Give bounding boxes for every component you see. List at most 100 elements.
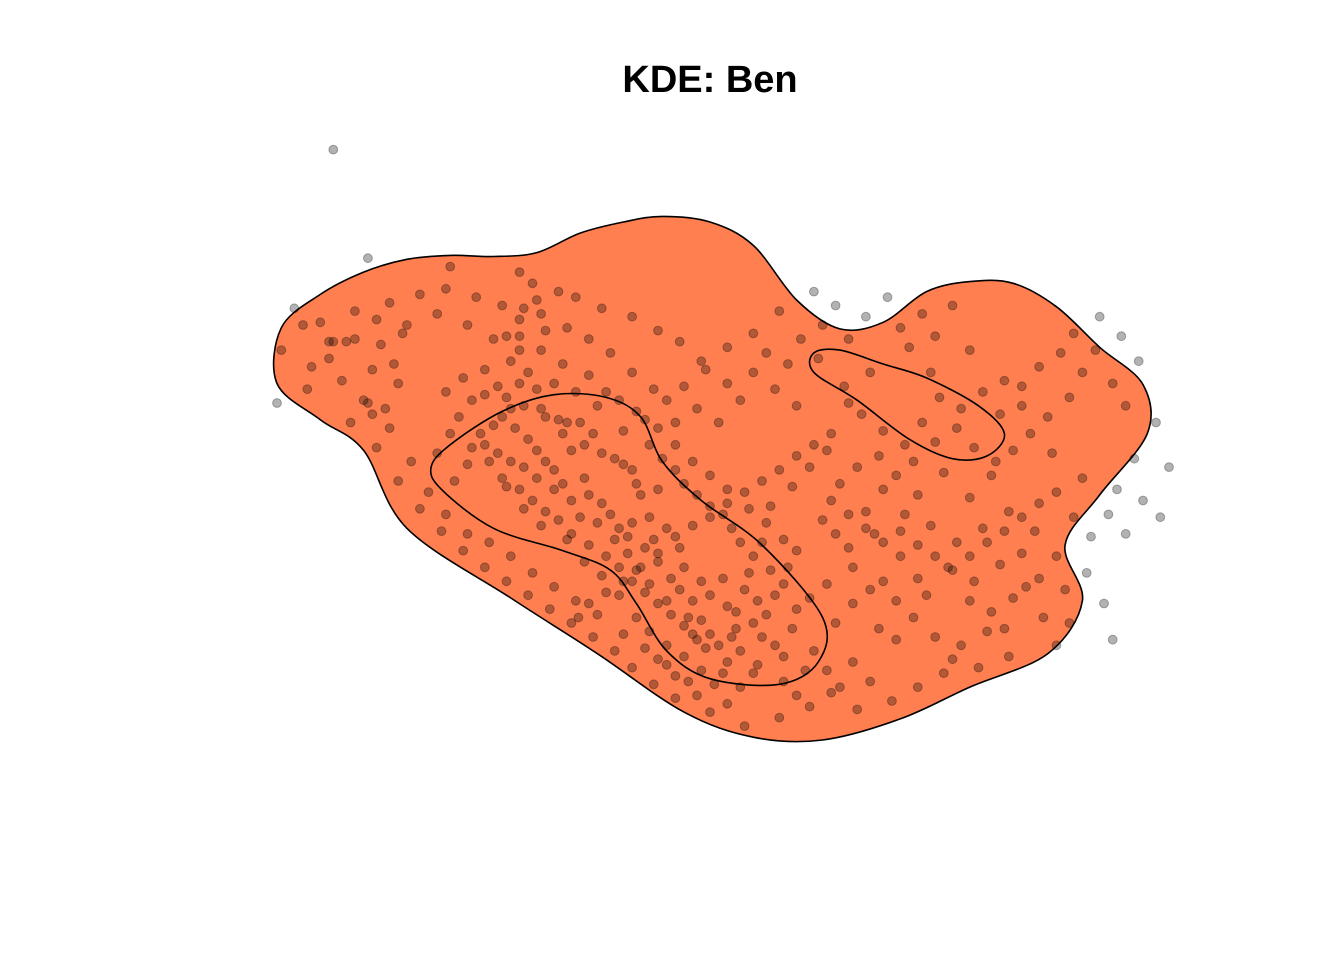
data-point [618, 576, 629, 587]
data-point [640, 542, 650, 553]
data-point [804, 701, 815, 712]
data-point [536, 520, 546, 531]
data-point [1029, 526, 1040, 536]
data-point [549, 465, 559, 475]
data-point [947, 654, 958, 665]
data-point [540, 456, 551, 467]
data-point [350, 306, 360, 317]
data-point [1133, 356, 1144, 367]
data-point [912, 490, 923, 500]
data-point [895, 551, 906, 562]
data-point [1016, 400, 1027, 411]
data-point [605, 348, 616, 358]
data-point [778, 651, 789, 662]
data-point [696, 356, 707, 367]
data-point [1112, 484, 1122, 495]
data-point [1107, 634, 1118, 645]
data-point [631, 565, 642, 575]
data-point [518, 303, 529, 314]
data-point [848, 562, 858, 573]
data-point [1068, 328, 1079, 339]
data-point [653, 598, 663, 609]
data-point [501, 331, 512, 342]
data-point [471, 292, 482, 303]
data-point [337, 375, 347, 386]
data-point [666, 573, 676, 584]
data-point [735, 395, 746, 406]
data-point [683, 676, 694, 687]
data-point [376, 339, 386, 350]
data-point [583, 370, 594, 381]
data-point [761, 609, 772, 620]
data-point [653, 423, 663, 434]
data-point [384, 297, 395, 308]
data-point [527, 278, 538, 289]
data-point [588, 632, 598, 642]
data-point [835, 682, 845, 692]
data-point [505, 403, 516, 414]
data-point [826, 687, 837, 698]
data-point [596, 498, 607, 509]
data-point [874, 623, 884, 634]
data-point [609, 453, 620, 464]
data-point [289, 303, 300, 314]
data-point [999, 623, 1010, 634]
data-point [445, 261, 456, 272]
data-point [778, 534, 789, 545]
data-point [670, 417, 681, 428]
data-point [570, 292, 581, 303]
data-point [462, 529, 473, 539]
data-point [934, 392, 945, 403]
data-point [986, 470, 997, 481]
data-point [1003, 506, 1014, 517]
data-point [531, 445, 542, 456]
data-point [501, 392, 512, 403]
data-point [614, 523, 624, 534]
data-point [865, 367, 876, 378]
data-point [631, 478, 642, 489]
data-point [570, 595, 581, 606]
data-point [891, 595, 902, 606]
data-point [497, 300, 508, 311]
data-point [809, 286, 819, 297]
data-point [830, 529, 841, 539]
data-point [709, 679, 720, 690]
data-point [1042, 412, 1053, 422]
data-point [614, 562, 624, 573]
data-point [432, 448, 443, 459]
data-point [549, 581, 559, 592]
data-point [726, 632, 737, 642]
data-point [852, 704, 863, 715]
data-point [826, 495, 837, 506]
data-point [1051, 640, 1062, 651]
data-point [458, 373, 469, 383]
data-point [878, 576, 889, 587]
data-point [761, 348, 772, 358]
data-point [579, 556, 590, 567]
data-point [306, 361, 317, 372]
data-point [765, 565, 776, 575]
data-point [449, 476, 460, 486]
data-point [865, 676, 876, 687]
data-point [514, 378, 525, 389]
data-point [722, 498, 733, 509]
data-point [951, 537, 962, 548]
data-point [874, 451, 884, 461]
data-point [817, 515, 828, 525]
inner-density-contour-1 [429, 392, 829, 687]
data-point [479, 364, 490, 375]
data-point [930, 331, 941, 342]
data-point [774, 465, 785, 475]
data-point [783, 359, 793, 369]
data-point [739, 721, 750, 731]
data-point [969, 576, 979, 587]
data-point [661, 659, 672, 670]
data-point [748, 618, 759, 628]
data-point [1008, 445, 1018, 456]
data-point [627, 367, 637, 378]
data-point [787, 623, 798, 634]
data-point [514, 267, 525, 278]
data-point [462, 320, 473, 330]
data-point [878, 484, 889, 495]
data-point [679, 651, 689, 662]
